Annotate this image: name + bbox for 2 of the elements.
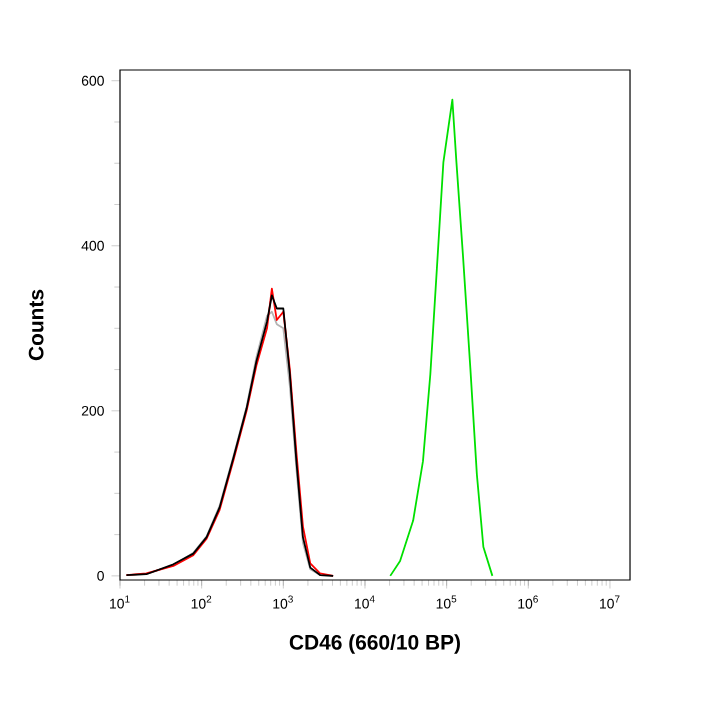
x-axis-title: CD46 (660/10 BP) (289, 634, 460, 654)
y-axis-title: Counts (28, 289, 44, 361)
